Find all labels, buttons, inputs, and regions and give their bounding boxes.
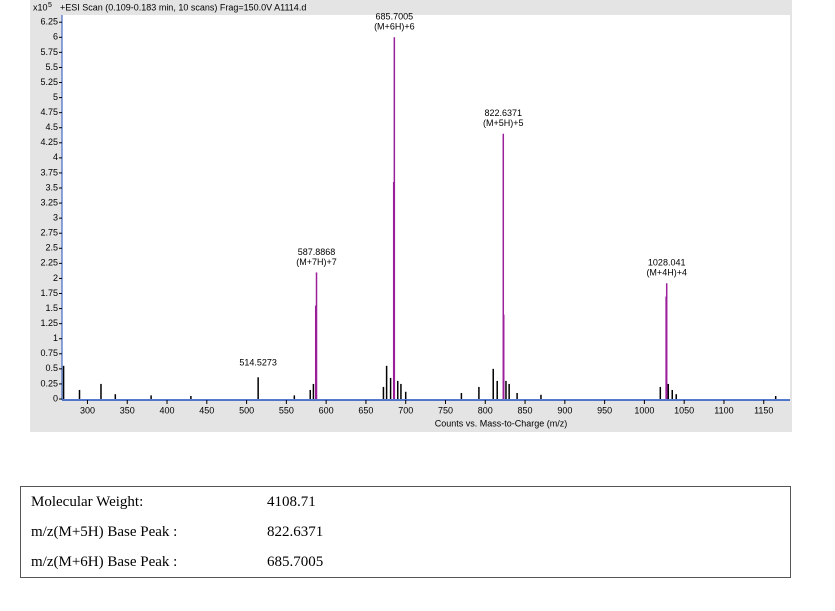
y-tick-label: 3 <box>53 213 58 223</box>
peak-label-mz: 822.6371 <box>485 108 523 118</box>
y-tick-label: 0 <box>53 393 58 403</box>
y-tick-label: 2 <box>53 273 58 283</box>
y-tick-label: 0.5 <box>45 363 58 373</box>
results-table: Molecular Weight: 4108.71 m/z(M+5H) Base P… <box>20 486 791 578</box>
chart-title: +ESI Scan (0.109-0.183 min, 10 scans) Fr… <box>60 2 306 12</box>
x-tick-label: 1100 <box>714 405 733 415</box>
peak-label-ion: (M+7H)+7 <box>296 257 337 267</box>
y-tick-label: 0.25 <box>40 378 58 388</box>
x-tick-label: 950 <box>597 405 612 415</box>
y-tick-label: 1.5 <box>45 303 58 313</box>
y-scale-label: x10 <box>33 2 48 12</box>
chart: x10 5 +ESI Scan (0.109-0.183 min, 10 sca… <box>30 0 792 432</box>
x-tick-label: 350 <box>120 405 135 415</box>
y-tick-label: 5.25 <box>40 77 58 87</box>
y-tick-label: 1.25 <box>40 318 58 328</box>
y-tick-label: 3.5 <box>45 182 58 192</box>
x-tick-label: 750 <box>438 405 453 415</box>
y-tick-label: 0.75 <box>40 348 58 358</box>
x-tick-label: 1000 <box>634 405 654 415</box>
peak-label-mz: 587.8868 <box>298 247 336 257</box>
table-row: m/z(M+5H) Base Peak : 822.6371 <box>21 517 791 547</box>
y-tick-label: 1 <box>53 333 58 343</box>
y-tick-label: 2.25 <box>40 258 58 268</box>
y-tick-label: 3.25 <box>40 197 58 207</box>
value-cell: 4108.71 <box>267 493 316 510</box>
y-tick-label: 3.75 <box>40 167 58 177</box>
y-tick-label: 4 <box>53 152 58 162</box>
table-row: m/z(M+6H) Base Peak : 685.7005 <box>21 547 791 578</box>
y-scale-exponent: 5 <box>48 2 52 9</box>
peak-label-mz: 514.5273 <box>239 358 277 368</box>
value-cell: 685.7005 <box>267 553 324 570</box>
x-tick-label: 550 <box>279 405 294 415</box>
peak-label-ion: (M+5H)+5 <box>483 118 524 128</box>
y-tick-label: 4.25 <box>40 137 58 147</box>
y-tick-label: 1.75 <box>40 288 58 298</box>
x-axis-label: Counts vs. Mass-to-Charge (m/z) <box>435 418 568 428</box>
x-tick-label: 1050 <box>674 405 694 415</box>
value-cell: 822.6371 <box>267 523 324 540</box>
peak-label-ion: (M+6H)+6 <box>374 22 415 32</box>
label-cell: m/z(M+5H) Base Peak : <box>31 523 178 540</box>
x-tick-label: 700 <box>398 405 413 415</box>
x-tick-label: 650 <box>358 405 373 415</box>
y-tick-label: 6.25 <box>40 17 58 27</box>
label-cell: Molecular Weight: <box>31 493 144 510</box>
plot-area <box>62 15 790 400</box>
x-tick-label: 800 <box>478 405 493 415</box>
y-tick-label: 5.5 <box>45 62 58 72</box>
y-tick-label: 2.75 <box>40 228 58 238</box>
peak-label-mz: 1028.041 <box>648 258 686 268</box>
x-tick-label: 500 <box>239 405 254 415</box>
y-tick-label: 2.5 <box>45 243 58 253</box>
x-tick-label: 850 <box>518 405 533 415</box>
table-row: Molecular Weight: 4108.71 <box>21 487 791 518</box>
y-tick-label: 4.5 <box>45 122 58 132</box>
y-tick-label: 6 <box>53 32 58 42</box>
x-tick-label: 1150 <box>754 405 773 415</box>
y-tick-label: 5 <box>53 92 58 102</box>
y-tick-label: 4.75 <box>40 107 58 117</box>
y-tick-label: 5.75 <box>40 47 58 57</box>
x-tick-label: 450 <box>199 405 214 415</box>
x-tick-label: 600 <box>319 405 334 415</box>
peak-label-ion: (M+4H)+4 <box>646 268 687 278</box>
peak-label-mz: 685.7005 <box>376 12 414 22</box>
x-tick-label: 400 <box>160 405 175 415</box>
x-tick-label: 900 <box>557 405 572 415</box>
x-tick-label: 300 <box>80 405 95 415</box>
label-cell: m/z(M+6H) Base Peak : <box>31 553 178 570</box>
